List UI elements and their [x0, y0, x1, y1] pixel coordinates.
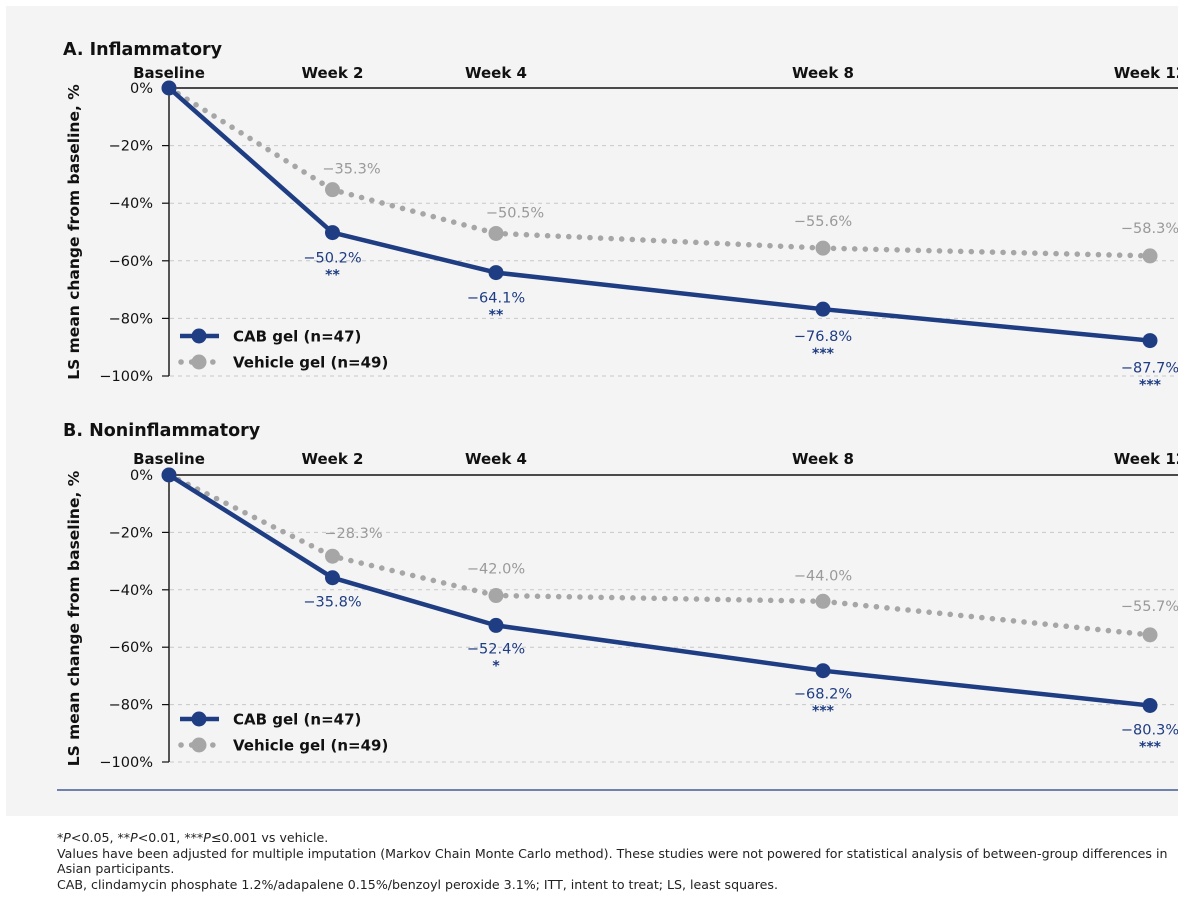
- significance-marker: **: [489, 308, 504, 324]
- data-point-cab-gel: [815, 663, 831, 679]
- data-point-cab-gel: [1142, 333, 1158, 349]
- legend-label-vehicle-gel: Vehicle gel (n=49): [233, 354, 388, 372]
- data-point-cab-gel: [325, 570, 340, 586]
- y-tick-label: −80%: [109, 311, 153, 327]
- data-point-cab-gel: [325, 225, 340, 241]
- data-label-vehicle-gel: −50.5%: [486, 205, 544, 221]
- y-tick-label: −100%: [99, 755, 153, 771]
- legend-marker-cab-gel: [191, 328, 207, 344]
- data-label-vehicle-gel: −42.0%: [467, 562, 525, 578]
- data-point-cab-gel: [815, 301, 831, 317]
- y-tick-label: 0%: [130, 468, 153, 484]
- x-category-label: Baseline: [133, 450, 205, 468]
- data-label-cab-gel: −35.8%: [303, 595, 361, 611]
- x-category-label: Week 4: [465, 450, 527, 468]
- data-label-vehicle-gel: −35.3%: [322, 162, 380, 178]
- data-point-cab-gel: [488, 617, 504, 633]
- x-category-label: Week 2: [302, 450, 364, 468]
- significance-marker: ***: [1139, 739, 1162, 755]
- x-category-label: Week 4: [465, 64, 527, 82]
- footnote-imputation: Values have been adjusted for multiple i…: [57, 845, 1168, 877]
- data-point-cab-gel: [1142, 697, 1158, 713]
- x-category-label: Week 12: [1114, 64, 1178, 82]
- data-point-vehicle-gel: [325, 182, 340, 198]
- significance-marker: ***: [812, 346, 835, 362]
- legend-marker-cab-gel: [191, 711, 207, 727]
- data-label-cab-gel: −68.2%: [794, 687, 852, 703]
- series-line-cab-gel: [167, 86, 1151, 343]
- legend-label-cab-gel: CAB gel (n=47): [233, 328, 361, 346]
- y-tick-label: −80%: [109, 698, 153, 714]
- x-category-label: Week 8: [792, 450, 854, 468]
- data-point-vehicle-gel: [1142, 627, 1158, 643]
- data-label-cab-gel: −64.1%: [467, 291, 525, 307]
- data-point-vehicle-gel: [1142, 248, 1158, 264]
- y-tick-label: −40%: [109, 196, 153, 212]
- x-category-label: Week 2: [302, 64, 364, 82]
- x-category-label: Week 8: [792, 64, 854, 82]
- significance-marker: ***: [812, 704, 835, 720]
- y-tick-label: −100%: [99, 369, 153, 385]
- footnote-abbreviations: CAB, clindamycin phosphate 1.2%/adapalen…: [57, 876, 778, 892]
- footnotes: *P<0.05, **P<0.01, ***P≤0.001 vs vehicle…: [57, 818, 1172, 892]
- data-point-cab-gel: [488, 265, 504, 281]
- chart-panel-background: [6, 6, 1178, 816]
- significance-marker: ***: [1139, 378, 1162, 394]
- y-axis-title: LS mean change from baseline, %: [65, 470, 83, 766]
- data-label-vehicle-gel: −28.3%: [324, 526, 382, 542]
- data-label-vehicle-gel: −58.3%: [1121, 221, 1178, 237]
- series-line-vehicle-gel: [166, 85, 1153, 259]
- y-tick-label: −20%: [109, 525, 153, 541]
- y-tick-label: −60%: [109, 254, 153, 270]
- y-tick-label: −40%: [109, 583, 153, 599]
- data-label-cab-gel: −76.8%: [794, 329, 852, 345]
- y-tick-label: −20%: [109, 139, 153, 155]
- legend-marker-vehicle-gel: [191, 354, 207, 370]
- panel-title: B. Noninflammatory: [63, 421, 261, 441]
- significance-marker: **: [325, 268, 340, 284]
- data-point-vehicle-gel: [815, 593, 831, 609]
- y-axis-title: LS mean change from baseline, %: [65, 84, 83, 380]
- data-point-vehicle-gel: [488, 225, 504, 241]
- data-label-vehicle-gel: −44.0%: [794, 568, 852, 584]
- y-tick-label: 0%: [130, 81, 153, 97]
- data-label-cab-gel: −87.7%: [1121, 361, 1178, 377]
- x-category-label: Baseline: [133, 64, 205, 82]
- data-point-cab-gel: [161, 80, 177, 96]
- data-point-vehicle-gel: [325, 548, 340, 564]
- data-point-vehicle-gel: [815, 240, 831, 256]
- footnote-significance: *P<0.05, **P<0.01, ***P≤0.001 vs vehicle…: [57, 830, 329, 845]
- legend-marker-vehicle-gel: [191, 737, 207, 753]
- data-label-cab-gel: −50.2%: [303, 251, 361, 267]
- data-label-cab-gel: −80.3%: [1121, 722, 1178, 738]
- legend-label-vehicle-gel: Vehicle gel (n=49): [233, 737, 388, 755]
- data-label-vehicle-gel: −55.7%: [1121, 599, 1178, 615]
- data-label-cab-gel: −52.4%: [467, 641, 525, 657]
- y-tick-label: −60%: [109, 640, 153, 656]
- panel-title: A. Inflammatory: [63, 40, 223, 60]
- data-point-cab-gel: [161, 467, 177, 483]
- significance-marker: *: [492, 658, 500, 674]
- x-category-label: Week 12: [1114, 450, 1178, 468]
- data-label-vehicle-gel: −55.6%: [794, 214, 852, 230]
- legend-label-cab-gel: CAB gel (n=47): [233, 711, 361, 729]
- data-point-vehicle-gel: [488, 588, 504, 604]
- series-line-vehicle-gel: [166, 472, 1153, 638]
